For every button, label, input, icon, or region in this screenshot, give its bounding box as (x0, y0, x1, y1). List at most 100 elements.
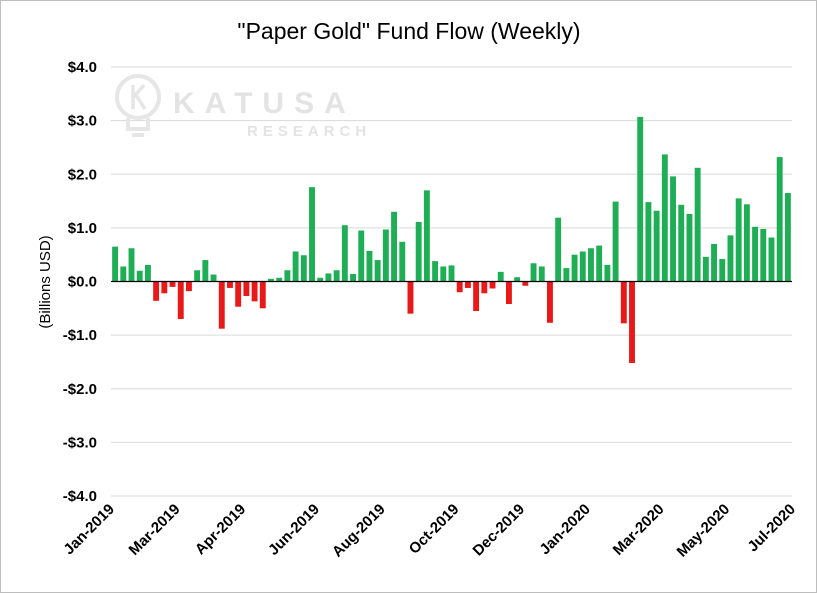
bar (670, 176, 676, 282)
x-tick-label: Mar-2020 (610, 501, 668, 559)
bar (440, 266, 447, 282)
bar (456, 281, 463, 293)
bar (194, 270, 201, 282)
bar (317, 277, 324, 282)
bar (702, 256, 709, 282)
x-tick-label: Jul-2020 (744, 501, 798, 555)
bar (497, 271, 504, 282)
bar (538, 266, 545, 282)
bar (341, 225, 348, 282)
bar (768, 237, 775, 282)
bar (637, 116, 644, 282)
x-tick-label: Jan-2019 (61, 501, 118, 558)
y-axis-ticks: -$4.0 -$3.0 -$2.0 -$1.0 $0.0 $1.0 $2.0 $3.0 $4.0 (63, 59, 97, 505)
y-tick-label: -$1.0 (63, 327, 97, 344)
bar (752, 226, 759, 282)
lightbulb-k-icon (115, 74, 161, 137)
x-tick-label: May-2020 (674, 501, 734, 561)
bar (153, 281, 160, 301)
bar (136, 270, 143, 282)
bar (505, 281, 512, 305)
bar (325, 273, 332, 282)
bar (128, 248, 135, 282)
bar (415, 221, 422, 282)
watermark-title: KATUSA (173, 87, 356, 120)
bar (464, 281, 471, 288)
bar (489, 281, 496, 289)
bar (161, 281, 168, 294)
bar (620, 281, 627, 324)
bar (612, 201, 619, 282)
bar (366, 250, 373, 282)
x-tick-label: Mar-2019 (126, 501, 184, 559)
y-tick-label: $4.0 (68, 59, 97, 76)
bar (120, 266, 127, 282)
bars (112, 116, 791, 364)
x-tick-label: Jan-2020 (536, 501, 593, 558)
x-tick-label: Aug-2019 (329, 501, 389, 561)
bar (596, 245, 603, 282)
bar (432, 261, 439, 282)
bar (719, 258, 726, 282)
bar (563, 268, 570, 282)
bar (374, 260, 381, 282)
bar (177, 281, 184, 320)
bar (235, 281, 242, 307)
bar (571, 254, 578, 282)
bar (185, 281, 192, 292)
y-tick-label: $3.0 (68, 113, 97, 130)
bar (735, 198, 742, 282)
bar (555, 217, 562, 282)
bar (514, 277, 521, 282)
bar (776, 157, 783, 282)
bar (727, 235, 734, 282)
chart-title: "Paper Gold" Fund Flow (Weekly) (237, 18, 580, 44)
bar (259, 281, 266, 309)
x-axis-ticks: Jan-2019 Mar-2019 Apr-2019 Jun-2019 Aug-2019… (61, 501, 799, 561)
y-tick-label: -$4.0 (63, 488, 97, 505)
bar (481, 281, 488, 294)
y-tick-label: -$3.0 (63, 434, 97, 451)
bar (547, 281, 553, 323)
bar (391, 211, 398, 282)
bar (784, 193, 791, 282)
bar (300, 255, 307, 282)
bar (661, 154, 668, 282)
bar (530, 263, 537, 282)
bar (694, 167, 701, 282)
bar (284, 270, 291, 282)
x-tick-label: Dec-2019 (470, 501, 529, 560)
watermark-subtitle: RESEARCH (247, 123, 371, 140)
bar (243, 281, 250, 296)
y-tick-label: $1.0 (68, 220, 97, 237)
bar (202, 260, 209, 282)
y-tick-label: $0.0 (68, 274, 97, 291)
bar (522, 281, 529, 286)
bar (276, 277, 283, 282)
bar (760, 228, 767, 282)
bar (382, 229, 389, 282)
x-tick-label: Jun-2019 (265, 501, 323, 559)
bar (678, 204, 685, 282)
bar (350, 273, 356, 282)
bar (711, 243, 718, 282)
bar (448, 265, 455, 282)
y-axis-label: (Billions USD) (37, 235, 54, 328)
bar (743, 204, 750, 282)
bar (227, 281, 233, 288)
bar (645, 202, 652, 282)
bar (629, 281, 635, 364)
bar (169, 281, 176, 287)
bar (292, 251, 299, 282)
x-tick-label: Apr-2019 (192, 501, 249, 558)
bar (112, 246, 119, 282)
bar (423, 190, 430, 282)
bar (588, 248, 594, 282)
bar (473, 281, 480, 311)
bar (144, 264, 151, 282)
bar (268, 278, 274, 282)
watermark: KATUSA RESEARCH (115, 74, 371, 140)
bar (407, 281, 414, 314)
